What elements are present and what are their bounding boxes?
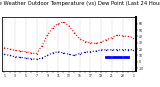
Text: Milwaukee Weather Outdoor Temperature (vs) Dew Point (Last 24 Hours): Milwaukee Weather Outdoor Temperature (v… <box>0 1 160 6</box>
